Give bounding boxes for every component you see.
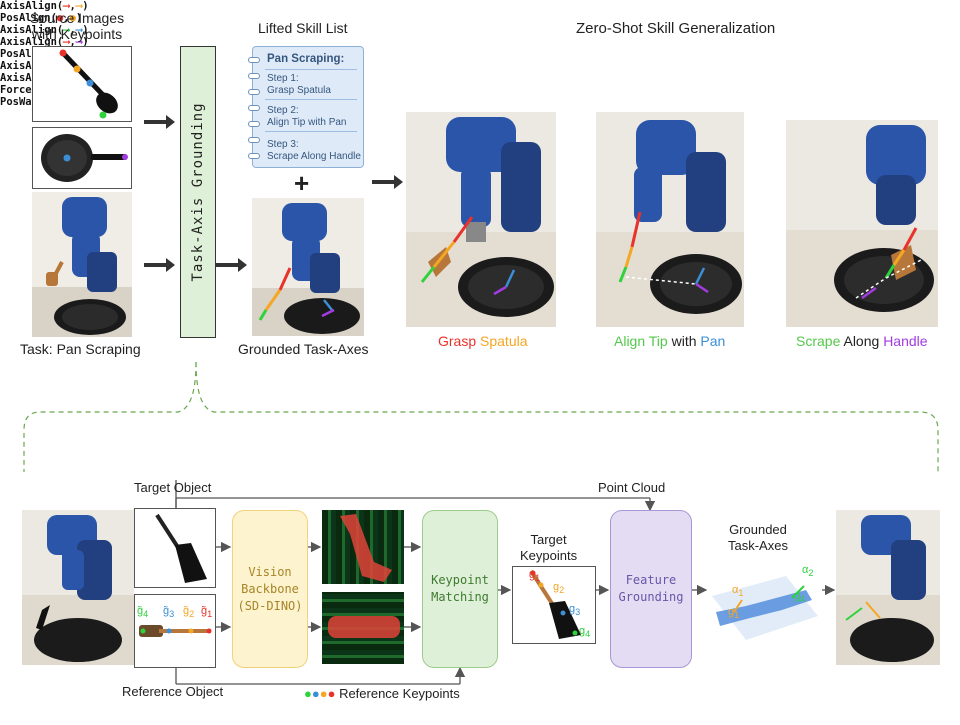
skill3-code-line: AxisAlign(⟶,⟶)	[0, 72, 960, 84]
notebook-line: Step 3:	[267, 139, 299, 150]
tgt-keypoint-label: g4	[579, 625, 591, 640]
skill2-code-line: AxisAlign(⟶,⟶)	[0, 36, 89, 48]
notebook-line: Grasp Spatula	[267, 85, 331, 96]
axis-label: α1	[732, 584, 744, 599]
target-feature-heatmap	[322, 510, 404, 584]
skill1-code-line: PosAlign(●,●)	[0, 12, 83, 24]
reference-feature-heatmap	[322, 592, 404, 664]
grounded-axes-pointcloud: α1 α2 g1 g4	[706, 556, 822, 646]
feature-grounding-block: Feature Grounding	[610, 510, 692, 668]
arrow-icon	[144, 258, 175, 272]
task-label: Task: Pan Scraping	[20, 341, 141, 357]
point-cloud-label: Point Cloud	[598, 480, 666, 495]
notebook-line: Step 2:	[267, 105, 299, 116]
target-object-label: Target Object	[134, 480, 212, 495]
axis-label: g4	[794, 590, 806, 605]
bottom-right-robot-photo	[836, 510, 940, 665]
skill-notebook: Pan Scraping: Step 1: Grasp Spatula Step…	[248, 46, 364, 168]
ref-keypoint-label: g̃3	[163, 605, 175, 620]
keypoint-blue	[86, 79, 94, 87]
task-axis-grounding-label: Task-Axis Grounding	[190, 102, 206, 282]
keypoint-matching-block: Keypoint Matching	[422, 510, 498, 668]
skill1-caption: Grasp Spatula	[438, 333, 528, 349]
tgt-keypoint-label: g2	[553, 581, 565, 596]
source-images-title: Source Images with Keypoints	[29, 10, 125, 42]
keypoint-green	[99, 111, 107, 119]
skill3-code-line: PosWaypoint(●,●,⟶)	[0, 96, 960, 108]
tgt-keypoint-label: g1	[529, 569, 541, 584]
reference-object-label: Reference Object	[122, 684, 224, 699]
axis-label: α2	[802, 564, 814, 579]
bottom-left-robot-photo	[22, 510, 134, 665]
plus-sign: +	[294, 168, 310, 198]
skill-list-title: Lifted Skill List	[258, 20, 348, 36]
zoom-bracket	[23, 361, 939, 472]
skill3-robot-photo	[786, 120, 938, 327]
arrow-icon	[216, 258, 247, 272]
skill1-code-line: AxisAlign(⟶,⟶)	[0, 0, 89, 12]
notebook-title: Pan Scraping:	[267, 53, 345, 65]
notebook-line: Align Tip with Pan	[267, 117, 347, 128]
task-axis-grounding-block: Task-Axis Grounding	[180, 46, 216, 338]
keypoint-orange	[73, 65, 81, 73]
zero-shot-title: Zero-Shot Skill Generalization	[576, 20, 776, 37]
tgt-keypoint-label: g3	[569, 603, 581, 618]
source-image-pan	[32, 127, 132, 189]
arrow-icon	[144, 115, 175, 129]
skill3-caption: Scrape Along Handle	[796, 333, 928, 349]
skill3-code-line: ForceAlign(⟶)	[0, 84, 960, 96]
ref-keypoint-label: g̃1	[201, 605, 213, 620]
skill2-code-line: AxisAlign(⟶,⟶)	[0, 24, 89, 36]
skill1-robot-photo	[406, 112, 556, 327]
notebook-line: Step 1:	[267, 73, 299, 84]
target-keypoints-image: g1 g2 g3 g4	[512, 566, 596, 644]
spatula-illustration	[59, 49, 118, 119]
ref-keypoint-label: g̃4	[137, 605, 149, 620]
keypoint-red	[59, 49, 67, 57]
grounded-task-axes-label-bottom: Grounded Task-Axes	[728, 522, 788, 553]
target-object-image	[134, 508, 216, 588]
reference-keypoints-legend: ●●●● Reference Keypoints	[304, 686, 460, 701]
pan-illustration	[41, 134, 128, 182]
skill3-code-line: AxisAlign(⟶,⟶)	[0, 60, 960, 72]
ref-keypoint-label: g̃2	[183, 605, 195, 620]
axis-label: g1	[728, 606, 740, 621]
source-robot-photo	[32, 192, 132, 337]
grounded-robot-photo	[252, 198, 364, 336]
grounded-task-axes-label: Grounded Task-Axes	[238, 341, 369, 357]
skill2-caption: Align Tip with Pan	[614, 333, 726, 349]
target-keypoints-label: Target Keypoints	[520, 532, 578, 563]
vision-backbone-block: Vision Backbone (SD-DINO)	[232, 510, 308, 668]
notebook-line: Scrape Along Handle	[267, 151, 361, 162]
arrow-icon	[372, 175, 403, 189]
source-image-spatula	[32, 46, 132, 122]
skill2-robot-photo	[596, 112, 744, 327]
reference-object-image: g̃4 g̃3 g̃2 g̃1	[134, 594, 216, 668]
skill2-code-line: PosAlign(●,●)	[0, 48, 82, 60]
